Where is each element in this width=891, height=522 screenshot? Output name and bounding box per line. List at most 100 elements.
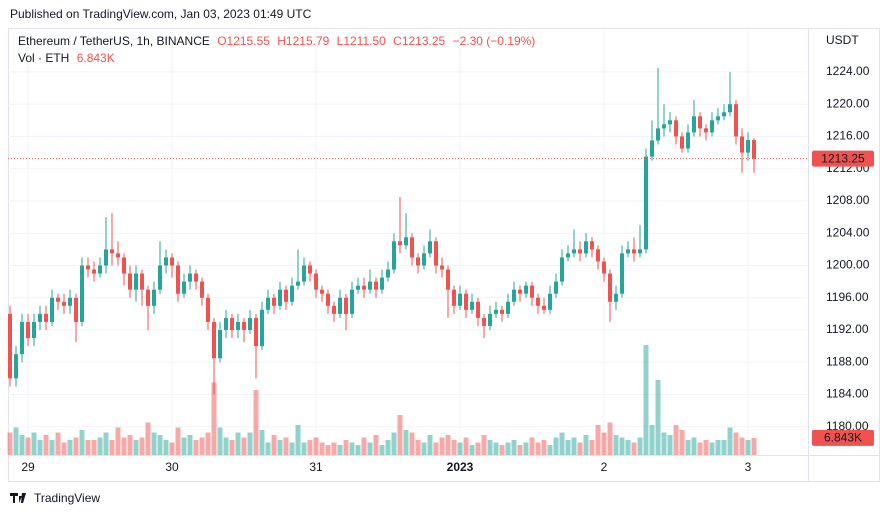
- volume-bar: [721, 440, 727, 455]
- volume-bar: [121, 437, 127, 455]
- volume-bar: [583, 435, 589, 455]
- volume-bar: [547, 445, 553, 455]
- volume-bar: [577, 442, 583, 455]
- candle-body: [542, 305, 546, 310]
- candle-body: [626, 249, 630, 254]
- legend-close: C1213.25: [393, 34, 445, 48]
- legend-open: O1215.55: [217, 34, 270, 48]
- candle-body: [728, 104, 732, 113]
- volume-legend: Vol · ETH 6.843K: [18, 51, 115, 65]
- volume-bar: [205, 432, 211, 455]
- volume-bar: [283, 437, 289, 455]
- volume-bar: [421, 442, 427, 455]
- candle-body: [296, 281, 300, 286]
- candle-body: [26, 321, 30, 339]
- candle-body: [362, 285, 366, 290]
- candle-body: [122, 257, 126, 274]
- volume-bar: [589, 440, 595, 455]
- volume-bar: [553, 437, 559, 455]
- x-tick-label: 31: [309, 460, 323, 474]
- candle-body: [632, 249, 636, 254]
- volume-bar: [193, 440, 199, 455]
- candle-body: [440, 265, 444, 270]
- volume-bar: [373, 435, 379, 455]
- volume-bar: [115, 427, 121, 455]
- volume-bar: [727, 427, 733, 455]
- volume-bar: [109, 440, 115, 455]
- candle-body: [608, 273, 612, 302]
- volume-bar: [745, 440, 751, 455]
- volume-bar: [685, 440, 691, 455]
- candle-body: [752, 140, 756, 159]
- volume-bar: [565, 440, 571, 455]
- legend-change: −2.30 (−0.19%): [453, 34, 536, 48]
- candle-body: [674, 120, 678, 137]
- candle-body: [224, 317, 228, 330]
- candle-body: [74, 297, 78, 322]
- grid: [8, 29, 808, 455]
- volume-bar: [55, 432, 61, 455]
- candle-body: [188, 273, 192, 282]
- last-price-label: 1213.25: [821, 151, 865, 165]
- volume-bar: [199, 437, 205, 455]
- volume-bar: [181, 437, 187, 455]
- legend-high: H1215.79: [277, 34, 329, 48]
- volume-bar: [247, 432, 253, 455]
- volume-bar: [313, 437, 319, 455]
- volume-bar: [541, 440, 547, 455]
- candle-body: [512, 289, 516, 302]
- volume-value: 6.843K: [77, 51, 115, 65]
- candle-body: [668, 120, 672, 125]
- candle-body: [338, 297, 342, 314]
- volume-bar: [37, 440, 43, 455]
- volume-bar: [139, 437, 145, 455]
- volume-bar: [229, 440, 235, 455]
- candle-body: [638, 249, 642, 254]
- candle-body: [146, 289, 150, 306]
- candle-body: [266, 297, 270, 310]
- candle-body: [434, 241, 438, 266]
- candle-body: [722, 112, 726, 117]
- candle-body: [62, 301, 66, 306]
- volume-bar: [13, 427, 19, 455]
- candle-body: [644, 156, 648, 250]
- volume-bar: [517, 445, 523, 455]
- volume-bar: [505, 442, 511, 455]
- candle-body: [218, 330, 222, 359]
- candle-body: [200, 281, 204, 298]
- y-tick-label: 1216.00: [826, 129, 870, 143]
- candle-body: [740, 136, 744, 153]
- volume-bar: [271, 435, 277, 455]
- volume-bar: [661, 432, 667, 455]
- candle-body: [104, 249, 108, 266]
- volume-bar: [433, 442, 439, 455]
- volume-bar: [703, 440, 709, 455]
- volume-bar: [595, 425, 601, 455]
- volume-bar: [19, 435, 25, 455]
- candle-body: [458, 293, 462, 306]
- published-note: Published on TradingView.com, Jan 03, 20…: [10, 7, 312, 21]
- candle-body: [374, 281, 378, 290]
- volume-bar: [61, 442, 67, 455]
- volume-bar: [385, 440, 391, 455]
- candle-body: [476, 301, 480, 318]
- volume-bar: [715, 440, 721, 455]
- volume-bar: [535, 442, 541, 455]
- marks: [7, 67, 757, 455]
- volume-bar: [331, 442, 337, 455]
- candle-body: [68, 297, 72, 306]
- candle-body: [506, 301, 510, 314]
- volume-bar: [295, 425, 301, 455]
- volume-bar: [259, 430, 265, 455]
- candle-body: [746, 140, 750, 153]
- volume-bar: [679, 430, 685, 455]
- candle-body: [110, 249, 114, 254]
- candle-body: [302, 265, 306, 282]
- legend-symbol: Ethereum / TetherUS, 1h, BINANCE: [18, 34, 210, 48]
- last-price-tag: [812, 150, 874, 167]
- candle-body: [698, 116, 702, 129]
- volume-bar: [667, 435, 673, 455]
- volume-bar: [265, 442, 271, 455]
- candle-body: [614, 293, 618, 302]
